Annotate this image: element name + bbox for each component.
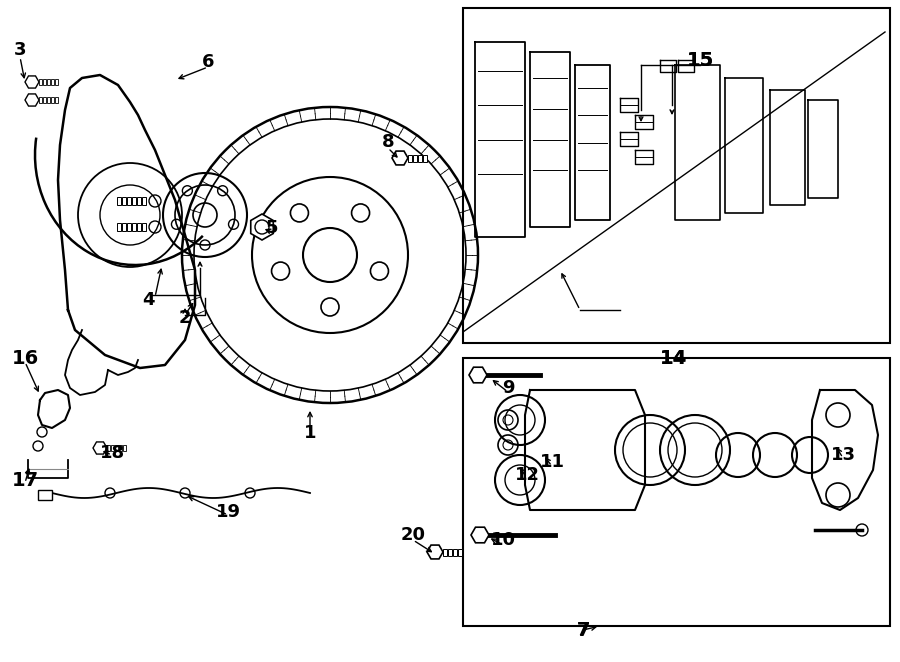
Text: 3: 3: [14, 41, 26, 59]
Bar: [127, 223, 131, 231]
Text: 11: 11: [539, 453, 564, 471]
Bar: [107, 445, 110, 451]
Bar: [115, 445, 118, 451]
Bar: [51, 79, 54, 85]
Text: 14: 14: [660, 348, 687, 367]
Bar: [55, 79, 58, 85]
Bar: [47, 97, 50, 103]
Text: 10: 10: [491, 531, 516, 549]
Text: 7: 7: [576, 620, 590, 639]
Bar: [122, 197, 126, 205]
Text: 12: 12: [515, 466, 539, 484]
Bar: [418, 154, 422, 162]
Bar: [122, 223, 126, 231]
Bar: [463, 358, 890, 626]
Text: 20: 20: [400, 526, 426, 544]
Text: 15: 15: [687, 50, 714, 70]
Text: 5: 5: [266, 219, 278, 237]
Bar: [463, 8, 890, 343]
Bar: [413, 154, 417, 162]
Text: 16: 16: [12, 348, 39, 367]
Text: 8: 8: [382, 133, 394, 151]
Bar: [47, 79, 50, 85]
Bar: [448, 549, 452, 555]
Text: 7: 7: [577, 621, 590, 639]
Text: 19: 19: [215, 503, 240, 521]
Bar: [137, 223, 141, 231]
Bar: [127, 197, 131, 205]
Text: 13: 13: [831, 446, 856, 464]
Text: 1: 1: [304, 424, 316, 442]
Text: 17: 17: [12, 471, 39, 489]
Text: 2: 2: [179, 309, 192, 327]
Bar: [453, 549, 457, 555]
Bar: [119, 445, 122, 451]
Bar: [443, 549, 447, 555]
Text: 9: 9: [502, 379, 514, 397]
Bar: [43, 79, 46, 85]
Bar: [132, 197, 136, 205]
Bar: [142, 197, 146, 205]
Bar: [132, 223, 136, 231]
Bar: [51, 97, 54, 103]
Text: 18: 18: [99, 444, 124, 462]
Bar: [137, 197, 141, 205]
Bar: [43, 97, 46, 103]
Text: 4: 4: [142, 291, 154, 309]
Bar: [423, 154, 427, 162]
Bar: [117, 223, 121, 231]
Bar: [458, 549, 462, 555]
Bar: [55, 97, 58, 103]
Bar: [39, 97, 42, 103]
Bar: [38, 490, 52, 500]
Text: 6: 6: [202, 53, 214, 71]
Bar: [408, 154, 412, 162]
Bar: [123, 445, 126, 451]
Bar: [142, 223, 146, 231]
Bar: [117, 197, 121, 205]
Text: 15: 15: [687, 50, 714, 70]
Bar: [111, 445, 114, 451]
Bar: [39, 79, 42, 85]
Text: 14: 14: [660, 348, 687, 367]
